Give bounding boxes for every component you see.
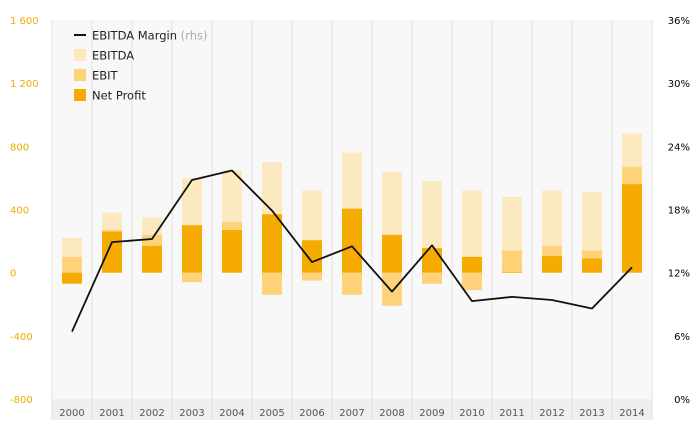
net-profit-bar <box>342 208 362 273</box>
x-tick-label: 2001 <box>99 408 124 419</box>
legend-swatch-ebitda <box>74 49 86 61</box>
net-profit-bar <box>382 234 402 273</box>
y-left-tick-label: 800 <box>10 142 29 153</box>
ebit-bar <box>502 250 522 273</box>
net-profit-bar <box>302 240 322 273</box>
net-profit-bar <box>622 184 642 273</box>
ebit-bar <box>422 272 442 284</box>
net-profit-bar <box>502 271 522 273</box>
net-profit-bar <box>582 258 602 273</box>
net-profit-bar <box>62 272 82 284</box>
ebit-bar <box>302 272 322 281</box>
x-tick-label: 2013 <box>579 408 604 419</box>
ebit-bar <box>182 272 202 283</box>
x-tick-label: 2005 <box>259 408 284 419</box>
y-left-tick-label: 0 <box>10 269 16 280</box>
x-tick-label: 2000 <box>59 408 84 419</box>
x-axis-band <box>52 399 652 420</box>
legend-swatch-ebit <box>74 69 86 81</box>
y-right-tick-label: 6% <box>674 332 690 343</box>
legend-label-net-profit: Net Profit <box>92 89 146 103</box>
x-tick-label: 2012 <box>539 408 564 419</box>
x-tick-label: 2009 <box>419 408 444 419</box>
y-right-tick-label: 0% <box>674 395 690 406</box>
y-right-tick-label: 24% <box>668 142 690 153</box>
net-profit-bar <box>182 225 202 273</box>
x-tick-label: 2002 <box>139 408 164 419</box>
ebitda-bar <box>462 190 482 273</box>
x-tick-label: 2006 <box>299 408 324 419</box>
net-profit-bar <box>262 214 282 273</box>
ebit-bar <box>462 272 482 291</box>
x-tick-label: 2007 <box>339 408 364 419</box>
ebit-bar <box>262 272 282 295</box>
x-tick-label: 2011 <box>499 408 524 419</box>
y-right-tick-label: 30% <box>668 79 690 90</box>
ebit-bar <box>382 272 402 306</box>
y-left-tick-label: 400 <box>10 206 29 217</box>
x-tick-label: 2010 <box>459 408 484 419</box>
legend-suffix: (rhs) <box>177 29 207 43</box>
x-tick-label: 2008 <box>379 408 404 419</box>
net-profit-bar <box>142 245 162 273</box>
net-profit-bar <box>222 230 242 273</box>
y-right-tick-label: 18% <box>668 206 690 217</box>
y-right-tick-label: 12% <box>668 269 690 280</box>
net-profit-bar <box>102 231 122 273</box>
y-right-tick-label: 36% <box>668 16 690 27</box>
x-tick-label: 2003 <box>179 408 204 419</box>
y-left-tick-label: 1 200 <box>10 79 39 90</box>
legend-swatch-net-profit <box>74 89 86 101</box>
net-profit-bar <box>542 256 562 273</box>
x-tick-label: 2004 <box>219 408 244 419</box>
ebit-bar <box>62 256 82 273</box>
net-profit-bar <box>422 248 442 273</box>
legend-label-ebit: EBIT <box>92 69 119 83</box>
y-left-tick-label: -400 <box>10 332 33 343</box>
ebitda-margin-line <box>71 169 633 332</box>
y-left-tick-label: -800 <box>10 395 33 406</box>
legend-label-ebitda: EBITDA <box>92 49 134 63</box>
y-left-tick-label: 1 600 <box>10 16 39 27</box>
x-tick-label: 2014 <box>619 408 644 419</box>
legend-label-ebitda-margin: EBITDA Margin (rhs) <box>92 29 207 43</box>
net-profit-bar <box>462 256 482 273</box>
ebit-bar <box>342 272 362 295</box>
